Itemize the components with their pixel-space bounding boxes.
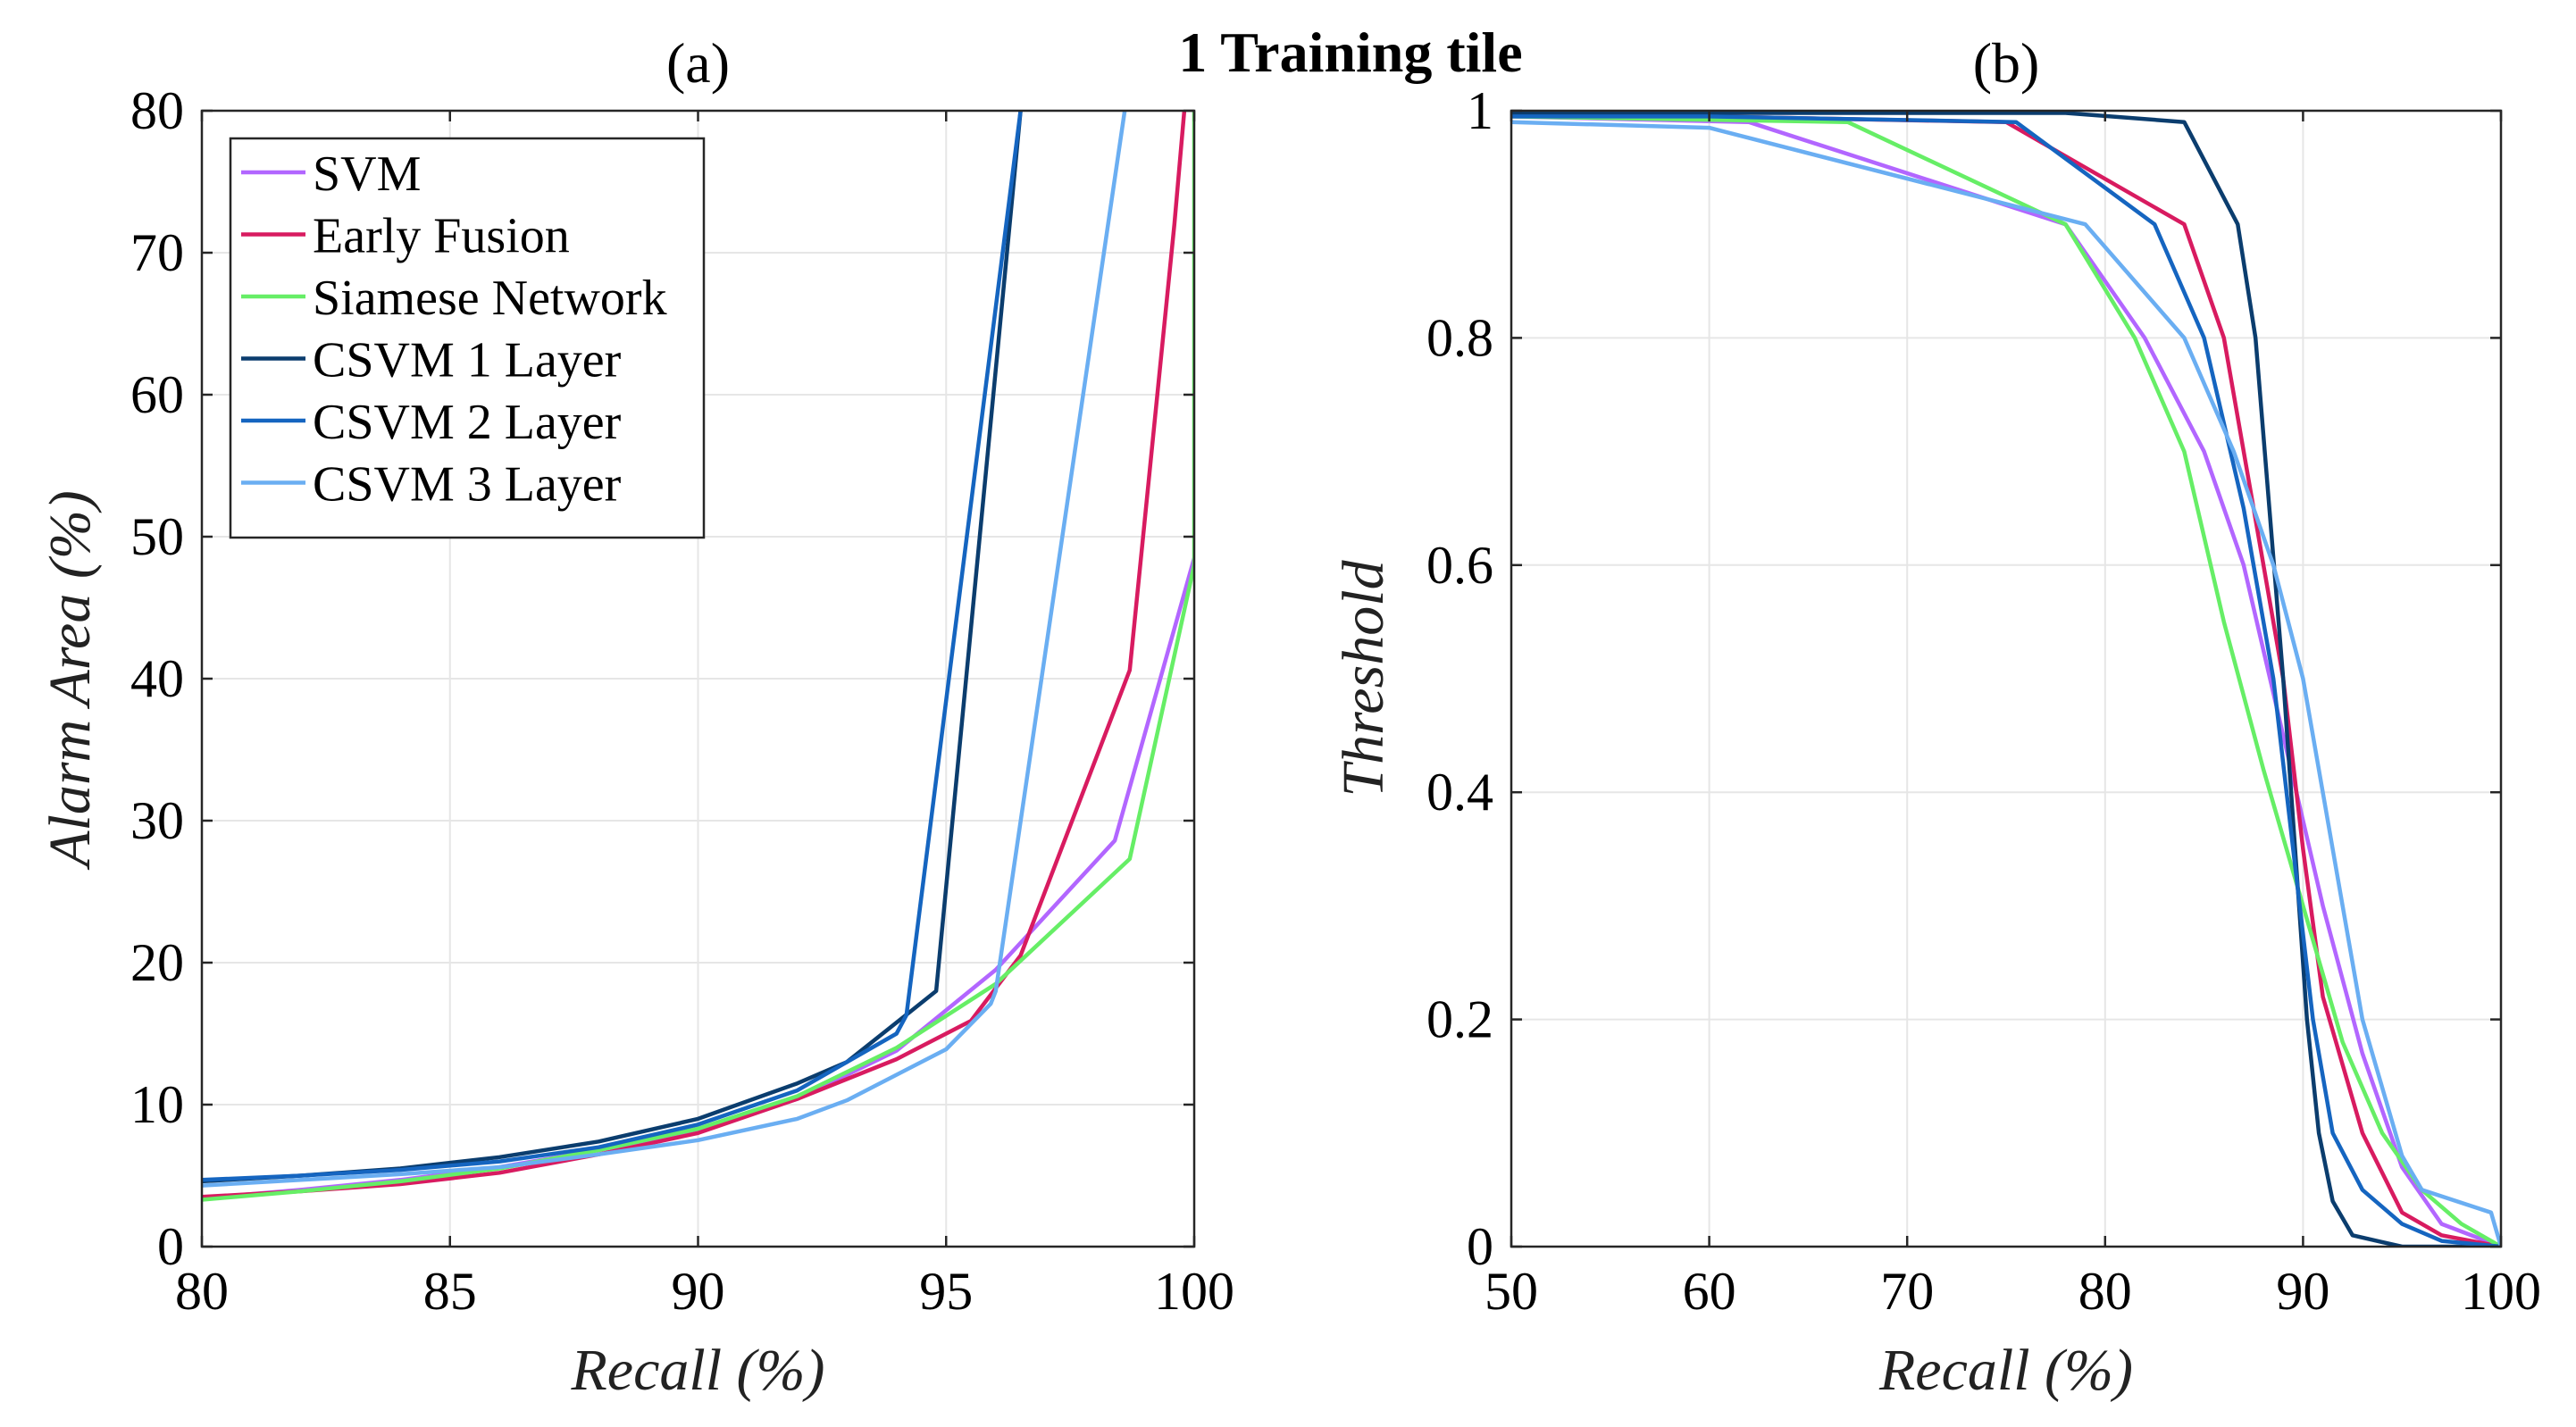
- chart0-series-early-fusion: [202, 111, 1187, 1199]
- chart0-x-tick-label-0: 80: [175, 1262, 229, 1321]
- chart0-y-tick-label-3: 30: [130, 791, 184, 850]
- chart0-series-siamese-network: [202, 111, 1194, 1202]
- chart0-series-group: [202, 111, 1194, 1202]
- chart1-x-tick-label-2: 70: [1880, 1262, 1934, 1321]
- chart0-y-axis-label: Alarm Area (%): [38, 490, 103, 871]
- chart1-y-tick-label-1: 0.2: [1426, 990, 1493, 1049]
- chart0-panel-label: (a): [666, 31, 730, 95]
- chart0-y-tick-label-8: 80: [130, 81, 184, 140]
- chart0-y-tick-label-6: 60: [130, 365, 184, 424]
- legend-label-svm: SVM: [313, 146, 421, 202]
- chart1-plot-area: [1511, 111, 2501, 1247]
- chart1-axes-box: [1510, 109, 2503, 1248]
- chart1-x-tick-label-5: 100: [2461, 1262, 2541, 1321]
- chart1-series-csvm-2-layer: [1511, 114, 2501, 1247]
- legend-label-csvm-1-layer: CSVM 1 Layer: [313, 333, 622, 388]
- legend-label-csvm-2-layer: CSVM 2 Layer: [313, 395, 622, 450]
- chart0-y-tick-label-5: 50: [130, 507, 184, 566]
- chart1-x-axis-label: Recall (%): [1878, 1338, 2133, 1403]
- chart1-y-tick-label-5: 1: [1467, 81, 1493, 140]
- chart1-x-tick-label-3: 80: [2078, 1262, 2132, 1321]
- chart0-y-tick-label-1: 10: [130, 1075, 184, 1134]
- chart1-y-tick-label-2: 0.4: [1426, 763, 1493, 822]
- chart0-y-tick-label-7: 70: [130, 223, 184, 282]
- chart1-x-tick-label-0: 50: [1485, 1262, 1538, 1321]
- chart1-x-tick-label-1: 60: [1683, 1262, 1736, 1321]
- chart1-series-group: [1511, 111, 2501, 1247]
- chart1-panel-label: (b): [1973, 31, 2040, 95]
- legend-label-siamese-network: Siamese Network: [313, 271, 667, 326]
- chart1-x-tick-label-4: 90: [2276, 1262, 2329, 1321]
- chart1-y-axis-label: Threshold: [1331, 559, 1396, 797]
- chart0-x-axis-label: Recall (%): [570, 1338, 824, 1403]
- legend-label-early-fusion: Early Fusion: [313, 209, 570, 264]
- chart0-x-tick-label-4: 100: [1154, 1262, 1234, 1321]
- legend-box: [229, 137, 706, 539]
- chart1-series-csvm-3-layer: [1511, 120, 2501, 1247]
- suptitle: 1 Training tile: [1178, 21, 1522, 84]
- chart0-series-csvm-3-layer: [202, 111, 1127, 1188]
- chart0-y-tick-label-2: 20: [130, 933, 184, 992]
- panel-a: 80 85 90 95 100 0 10 20 30 40 50 60 70 80 (a) Recall (%…: [38, 31, 1234, 1403]
- chart0-y-tick-label-4: 40: [130, 649, 184, 708]
- chart0-x-tick-label-3: 95: [919, 1262, 973, 1321]
- chart0-x-tick-label-1: 85: [423, 1262, 477, 1321]
- chart0-series-csvm-2-layer: [202, 111, 1023, 1182]
- panel-b: 50 60 70 80 90 100 0 0.2 0.4 0.6 0.8 1 (b) Recall (%)…: [1331, 31, 2541, 1403]
- chart0-x-tick-label-2: 90: [672, 1262, 725, 1321]
- chart1-y-tick-label-4: 0.8: [1426, 308, 1493, 367]
- chart1-y-tick-label-0: 0: [1467, 1217, 1493, 1276]
- chart1-y-tick-label-3: 0.6: [1426, 536, 1493, 595]
- chart0-y-tick-label-0: 0: [157, 1217, 184, 1276]
- legend-label-csvm-3-layer: CSVM 3 Layer: [313, 457, 622, 513]
